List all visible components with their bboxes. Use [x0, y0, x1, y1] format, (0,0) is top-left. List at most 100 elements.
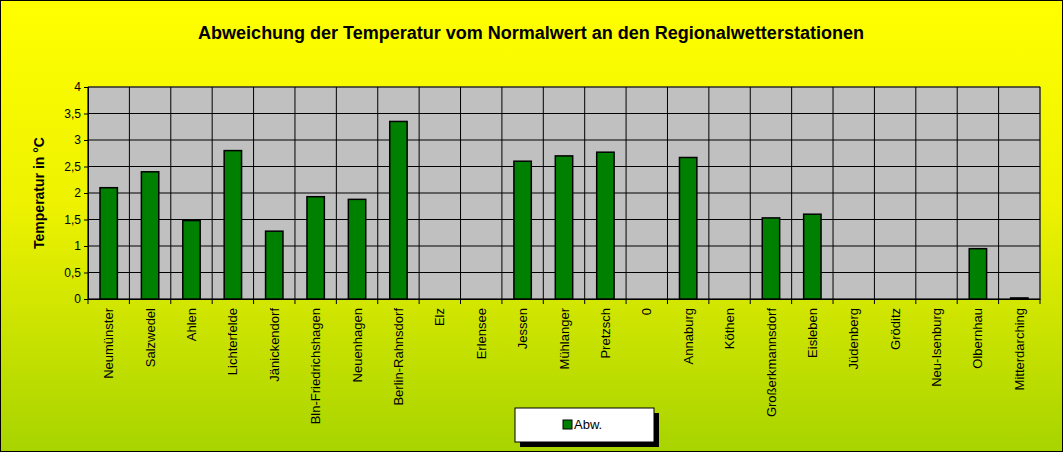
- y-tick-label: 3,5: [64, 107, 81, 121]
- bar: [141, 172, 158, 299]
- bar: [514, 161, 531, 299]
- x-tick: Neumünster: [101, 307, 116, 378]
- y-tick: 0: [74, 292, 88, 306]
- bar: [555, 156, 572, 299]
- x-tick: Elz: [432, 308, 447, 326]
- x-tick: Mühlanger: [557, 307, 572, 369]
- x-tick: Jänickendorf: [267, 308, 282, 382]
- legend: Abw.: [515, 408, 659, 447]
- category-grid-line: [170, 87, 171, 304]
- bar: [390, 121, 407, 299]
- title: Abweichung der Temperatur vom Normalwert…: [198, 23, 864, 43]
- y-tick: 2: [74, 186, 88, 200]
- x-tick-label: Eisleben: [805, 308, 820, 358]
- x-tick-label: Neu-Isenburg: [929, 308, 944, 387]
- y-tick-label: 0: [74, 292, 81, 306]
- y-tick: 0,5: [64, 266, 88, 280]
- x-axis-line: [89, 299, 1041, 300]
- y-tick-mark: [84, 246, 88, 247]
- x-tick-label: Gröditz: [888, 308, 903, 350]
- category-grid-line: [1040, 87, 1041, 304]
- x-axis: Neumünster Salzwedel Ahlen Lichterfelde Jäni…: [89, 300, 1041, 425]
- y-tick-label: 2,5: [64, 160, 81, 174]
- x-tick-label: Lichterfelde: [225, 308, 240, 375]
- bar: [597, 152, 614, 299]
- category-grid-line: [957, 87, 958, 304]
- y-tick-label: 1: [74, 239, 81, 253]
- grid-line: [88, 140, 1040, 141]
- x-tick: Neu-Isenburg: [929, 308, 944, 387]
- y-tick: 1: [74, 239, 88, 253]
- x-tick-label: Neuenhagen: [350, 308, 365, 382]
- y-axis-line: [84, 88, 89, 300]
- x-tick: Neuenhagen: [350, 308, 365, 382]
- plot-area: [88, 87, 1040, 299]
- category-grid-line: [998, 87, 999, 304]
- category-grid-line: [543, 87, 544, 304]
- bar: [969, 249, 986, 299]
- y-tick-mark: [84, 140, 88, 141]
- x-tick-label: Mühlanger: [557, 307, 572, 369]
- category-grid-line: [667, 87, 668, 304]
- x-tick-label: Großerkmannsdorf: [764, 308, 779, 417]
- bars: [100, 121, 1028, 299]
- x-tick: Gröditz: [888, 308, 903, 350]
- category-grid-line: [501, 87, 502, 304]
- y-tick-mark: [84, 220, 88, 221]
- x-tick: Ahlen: [184, 308, 199, 341]
- x-tick-label: Erlensee: [474, 308, 489, 359]
- bar: [679, 157, 696, 299]
- y-axis: 00,511,522,533,54: [64, 80, 88, 306]
- category-grid-line: [129, 87, 130, 304]
- background: [1, 1, 1063, 452]
- x-tick: Salzwedel: [143, 308, 158, 367]
- x-tick: Großerkmannsdorf: [764, 308, 779, 417]
- y-tick-mark: [84, 299, 88, 300]
- y-tick: 3,5: [64, 107, 88, 121]
- y-tick-label: 1,5: [64, 213, 81, 227]
- x-tick-label: Berlin-Rahnsdorf: [391, 308, 406, 406]
- x-tick: Köthen: [722, 308, 737, 349]
- y-tick-label: 0,5: [64, 266, 81, 280]
- x-tick-label: Elz: [432, 308, 447, 326]
- x-tick-label: Olbernhau: [970, 308, 985, 369]
- bar: [804, 214, 821, 299]
- x-tick-label: Jessen: [515, 308, 530, 349]
- x-tick-label: Mitterdarching: [1012, 308, 1027, 390]
- x-tick: Mitterdarching: [1012, 308, 1027, 390]
- grid: [88, 87, 1040, 304]
- legend-box: [515, 408, 654, 442]
- category-grid-line: [626, 87, 627, 304]
- x-tick-label: Annaburg: [681, 308, 696, 364]
- y-tick-label: 4: [74, 80, 81, 94]
- x-tick: Pretzsch: [598, 308, 613, 359]
- x-tick: 0: [639, 308, 654, 315]
- x-tick-label: Salzwedel: [143, 308, 158, 367]
- x-tick-label: 0: [639, 308, 654, 315]
- legend-label: Abw.: [574, 417, 602, 432]
- y-tick: 4: [74, 80, 88, 94]
- x-tick-label: Köthen: [722, 308, 737, 349]
- x-tick-label: Bln-Friedrichshagen: [308, 308, 323, 424]
- y-tick-mark: [84, 114, 88, 115]
- category-grid-line: [833, 87, 834, 304]
- y-axis-title: Temperatur in °C: [31, 137, 47, 249]
- bar: [224, 151, 241, 299]
- grid-line: [88, 113, 1040, 114]
- bar: [307, 197, 324, 299]
- category-grid-line: [294, 87, 295, 304]
- category-grid-line: [460, 87, 461, 304]
- category-grid-line: [212, 87, 213, 304]
- y-tick: 2,5: [64, 160, 88, 174]
- y-tick-mark: [84, 167, 88, 168]
- x-tick: Olbernhau: [970, 308, 985, 369]
- y-tick-mark: [84, 87, 88, 88]
- x-tick-label: Jüdenberg: [846, 308, 861, 369]
- category-grid-line: [419, 87, 420, 304]
- category-grid-line: [874, 87, 875, 304]
- category-grid-line: [915, 87, 916, 304]
- bar: [1011, 298, 1028, 299]
- x-tick-label: Neumünster: [101, 307, 116, 378]
- x-tick: Erlensee: [474, 308, 489, 359]
- x-tick-label: Ahlen: [184, 308, 199, 341]
